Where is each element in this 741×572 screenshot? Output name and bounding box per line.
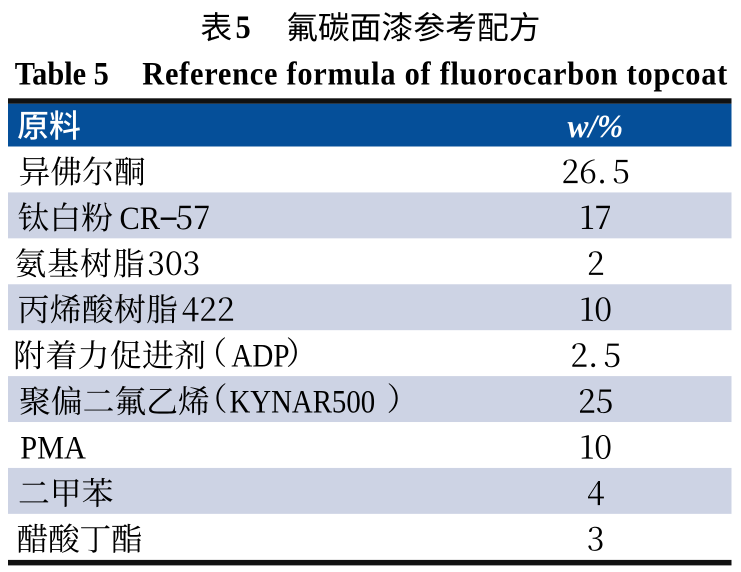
- svg-text:Reference formula of fluorocar: Reference formula of fluorocarbon topcoa…: [142, 55, 727, 91]
- svg-text:ADP: ADP: [231, 337, 289, 374]
- svg-text:KYNAR500: KYNAR500: [230, 383, 376, 420]
- svg-text:5: 5: [236, 9, 251, 45]
- svg-text:w/%: w/%: [567, 107, 623, 144]
- svg-text:CR: CR: [120, 200, 161, 236]
- svg-text:PMA: PMA: [20, 429, 86, 465]
- svg-text:Table 5: Table 5: [15, 55, 109, 91]
